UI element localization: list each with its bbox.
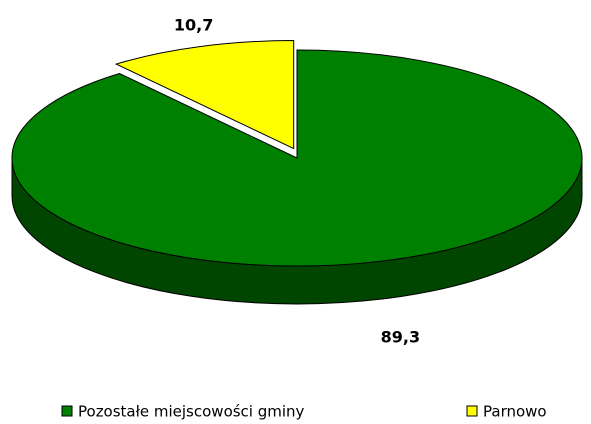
slice	[114, 40, 295, 150]
legend-swatch	[61, 405, 73, 417]
data-label: 89,3	[381, 328, 420, 347]
data-label: 10,7	[174, 15, 213, 34]
legend-label: Pozostałe miejscowości gminy	[78, 403, 305, 421]
legend-swatch	[466, 405, 478, 417]
slice	[11, 49, 583, 267]
legend-label: Parnowo	[483, 403, 547, 421]
